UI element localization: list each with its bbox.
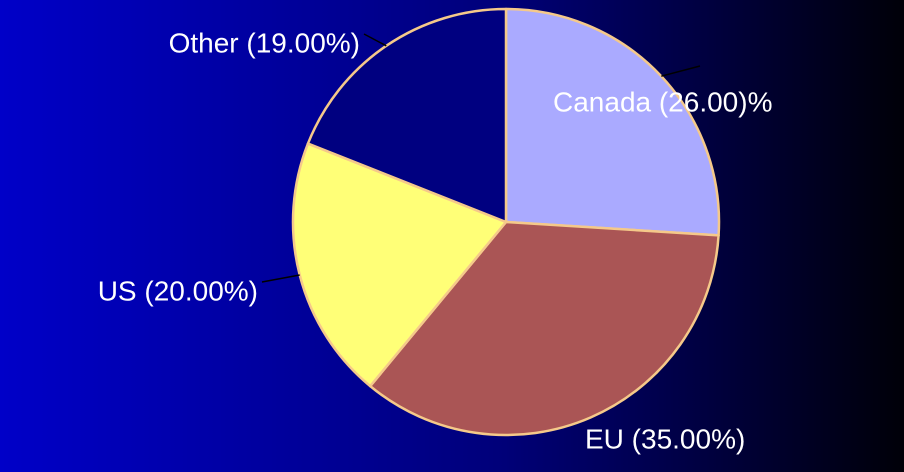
pie-slice	[504, 7, 721, 237]
pie-slice	[368, 220, 720, 437]
slice-label: Canada (26.00)%	[553, 86, 772, 117]
leader-line	[661, 65, 701, 77]
slice-label: EU (35.00%)	[585, 423, 745, 454]
pie-slice	[291, 142, 508, 388]
pie	[291, 7, 721, 437]
slice-label: Other (19.00%)	[169, 27, 360, 58]
leader-line	[363, 33, 387, 47]
leader-line	[261, 274, 300, 283]
slice-label: US (20.00%)	[98, 275, 258, 306]
pie-slice	[306, 7, 508, 224]
labels: Canada (26.00)% EU (35.00%) US (20.00%) Oth…	[98, 27, 773, 454]
